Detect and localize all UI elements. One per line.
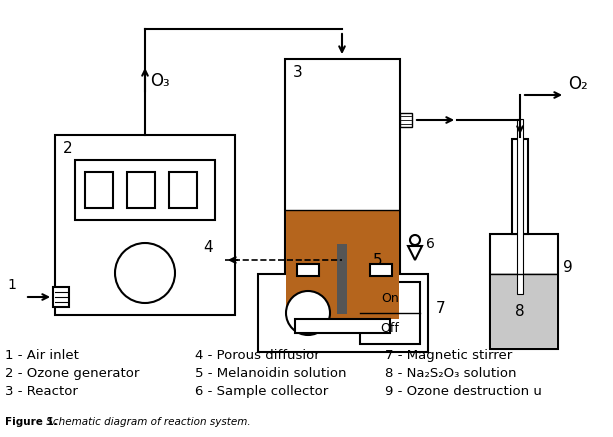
Text: 7 - Magnetic stirrer: 7 - Magnetic stirrer <box>385 349 512 362</box>
Text: 4 - Porous diffusior: 4 - Porous diffusior <box>195 349 320 362</box>
Text: 3 - Reactor: 3 - Reactor <box>5 385 78 398</box>
Text: 6: 6 <box>426 237 435 251</box>
Polygon shape <box>491 273 557 348</box>
Polygon shape <box>85 172 113 208</box>
Polygon shape <box>286 210 399 319</box>
Polygon shape <box>517 119 523 294</box>
Text: 2 - Ozone generator: 2 - Ozone generator <box>5 367 139 380</box>
Polygon shape <box>337 244 347 314</box>
Polygon shape <box>127 172 155 208</box>
Text: 1 - Air inlet: 1 - Air inlet <box>5 349 79 362</box>
Text: Figure 1.: Figure 1. <box>5 417 58 427</box>
Text: 5 - Melanoidin solution: 5 - Melanoidin solution <box>195 367 346 380</box>
Polygon shape <box>400 113 412 127</box>
Text: 3: 3 <box>293 65 303 80</box>
Text: O₃: O₃ <box>150 72 170 90</box>
Polygon shape <box>169 172 197 208</box>
Polygon shape <box>408 246 422 260</box>
Text: On: On <box>381 292 399 305</box>
Circle shape <box>115 243 175 303</box>
Text: 2: 2 <box>63 141 72 156</box>
Text: 1: 1 <box>7 278 16 292</box>
Text: 5: 5 <box>373 253 383 268</box>
Polygon shape <box>285 59 400 319</box>
Polygon shape <box>360 282 420 344</box>
Polygon shape <box>512 139 528 234</box>
Text: 9: 9 <box>563 260 573 275</box>
Polygon shape <box>295 319 390 333</box>
Polygon shape <box>297 264 319 276</box>
Polygon shape <box>258 274 428 352</box>
Polygon shape <box>53 287 69 307</box>
Circle shape <box>410 235 420 245</box>
Text: 8 - Na₂S₂O₃ solution: 8 - Na₂S₂O₃ solution <box>385 367 517 380</box>
Text: 6 - Sample collector: 6 - Sample collector <box>195 385 328 398</box>
Text: 8: 8 <box>515 305 525 319</box>
Text: 7: 7 <box>436 301 446 316</box>
Text: O₂: O₂ <box>568 75 588 93</box>
Text: Off: Off <box>381 322 400 335</box>
Text: 9 - Ozone destruction u: 9 - Ozone destruction u <box>385 385 542 398</box>
Polygon shape <box>370 264 392 276</box>
Polygon shape <box>490 234 558 349</box>
Text: 4: 4 <box>203 240 213 255</box>
Text: Schematic diagram of reaction system.: Schematic diagram of reaction system. <box>43 417 251 427</box>
Circle shape <box>286 291 330 335</box>
Polygon shape <box>75 160 215 220</box>
Polygon shape <box>55 135 235 315</box>
